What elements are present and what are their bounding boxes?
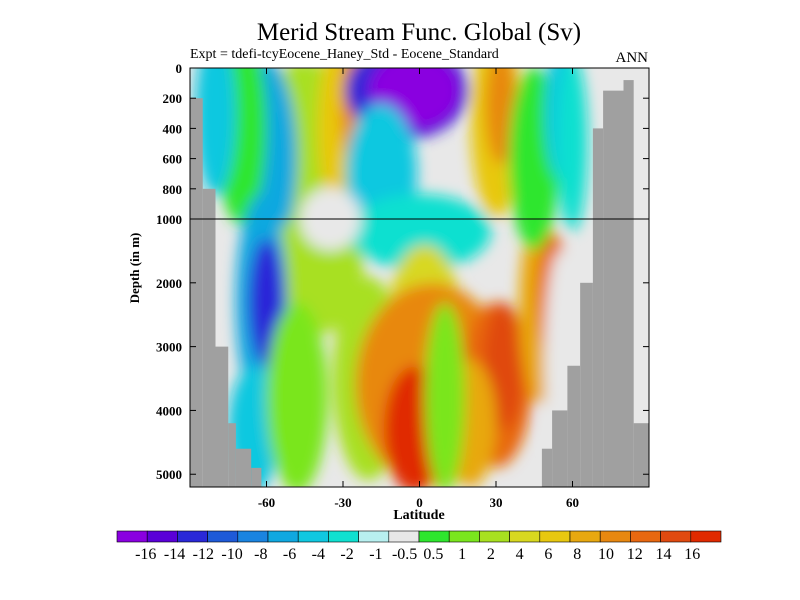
colorbar-label: 2: [487, 546, 495, 563]
colorbar-label: 6: [544, 546, 552, 563]
y-tick-label: 600: [163, 152, 183, 167]
colorbar-swatch: [509, 530, 541, 543]
y-tick-label: 200: [163, 91, 183, 106]
colorbar-swatch: [660, 530, 692, 543]
colorbar-swatch: [690, 530, 722, 543]
colorbar-label: -1: [369, 546, 382, 563]
season-label: ANN: [616, 50, 649, 66]
colorbar-swatch: [539, 530, 571, 543]
land-column: [251, 467, 262, 487]
land-column: [623, 80, 634, 487]
colorbar-swatch: [418, 530, 450, 543]
colorbar-swatch: [599, 530, 631, 543]
colorbar-swatch: [388, 530, 420, 543]
colorbar-label: -2: [340, 546, 353, 563]
stream-function-field: [195, 68, 588, 487]
x-axis-label: Latitude: [393, 508, 444, 523]
y-tick-label: 800: [163, 182, 183, 197]
y-tick-label: 3000: [156, 340, 182, 355]
land-column: [235, 448, 252, 487]
colorbar-label: -0.5: [392, 546, 417, 563]
colorbar-label: 12: [627, 546, 643, 563]
y-tick-label: 0: [176, 61, 183, 76]
colorbar-label: -16: [135, 546, 156, 563]
land-column: [592, 128, 604, 487]
colorbar-label: -14: [164, 546, 185, 563]
field-region-14: [348, 193, 491, 270]
y-tick-label: 1000: [156, 212, 182, 227]
field-region-3: [195, 68, 236, 195]
land-column: [541, 448, 553, 487]
land-column: [633, 423, 649, 487]
land-column: [580, 282, 593, 487]
y-tick-label: 2000: [156, 276, 182, 291]
colorbar-swatch: [267, 530, 299, 543]
field-region-30: [557, 68, 588, 232]
colorbar-label: 4: [516, 546, 524, 563]
colorbar-label: 14: [655, 546, 671, 563]
land-column: [552, 410, 568, 487]
colorbar-label: 8: [573, 546, 581, 563]
colorbar-swatch: [116, 530, 148, 543]
field-region-10: [266, 302, 328, 487]
land-column: [202, 188, 216, 487]
chart-subtitle: Expt = tdefi-tcyEocene_Haney_Std - Eocen…: [190, 47, 499, 62]
land-column: [215, 346, 229, 487]
x-tick-label: 60: [566, 495, 579, 510]
land-column: [567, 365, 581, 487]
colorbar-label: -10: [221, 546, 242, 563]
colorbar-swatch: [207, 530, 239, 543]
colorbar-label: 16: [684, 546, 700, 563]
x-tick-label: -60: [258, 495, 275, 510]
field-region-27: [485, 68, 517, 165]
land-column: [603, 90, 624, 487]
colorbar: -16 -14 -12 -10 -8 -6 -4 -2 -1 -0.5 0.5 1 2 4 6 8 10 12 14…: [116, 530, 722, 563]
x-tick-label: 0: [416, 495, 423, 510]
colorbar-swatch: [448, 530, 480, 543]
colorbar-swatch: [630, 530, 661, 543]
y-tick-label: 400: [163, 121, 183, 136]
colorbar-swatch: [297, 530, 329, 543]
field-region-31: [424, 302, 466, 487]
colorbar-swatch: [177, 530, 208, 543]
colorbar-label: 0.5: [423, 546, 443, 563]
y-tick-label: 4000: [156, 403, 182, 418]
land-column: [228, 423, 236, 487]
colorbar-label: 1: [458, 546, 466, 563]
x-tick-label: -30: [334, 495, 351, 510]
chart-title: Merid Stream Func. Global (Sv): [257, 19, 581, 46]
y-tick-label: 5000: [156, 467, 182, 482]
land-mask: [190, 80, 649, 487]
colorbar-label: -12: [193, 546, 214, 563]
y-axis-label: Depth (in m): [127, 233, 142, 304]
colorbar-swatch: [358, 530, 390, 543]
colorbar-swatch: [328, 530, 359, 543]
colorbar-label: -6: [283, 546, 296, 563]
x-tick-label: 30: [490, 495, 503, 510]
plot-area: [190, 68, 649, 487]
colorbar-label: 10: [598, 546, 614, 563]
x-axis: -60 -30 0 30 60: [258, 68, 579, 510]
colorbar-label: -4: [312, 546, 325, 563]
colorbar-label: -8: [254, 546, 267, 563]
colorbar-swatch: [146, 530, 178, 543]
colorbar-swatch: [237, 530, 269, 543]
y-axis: 0 200 400 600 800 1000 2000 3000 4000 5000: [156, 61, 649, 482]
land-column: [190, 98, 203, 487]
colorbar-swatch: [569, 530, 601, 543]
colorbar-swatch: [479, 530, 510, 543]
